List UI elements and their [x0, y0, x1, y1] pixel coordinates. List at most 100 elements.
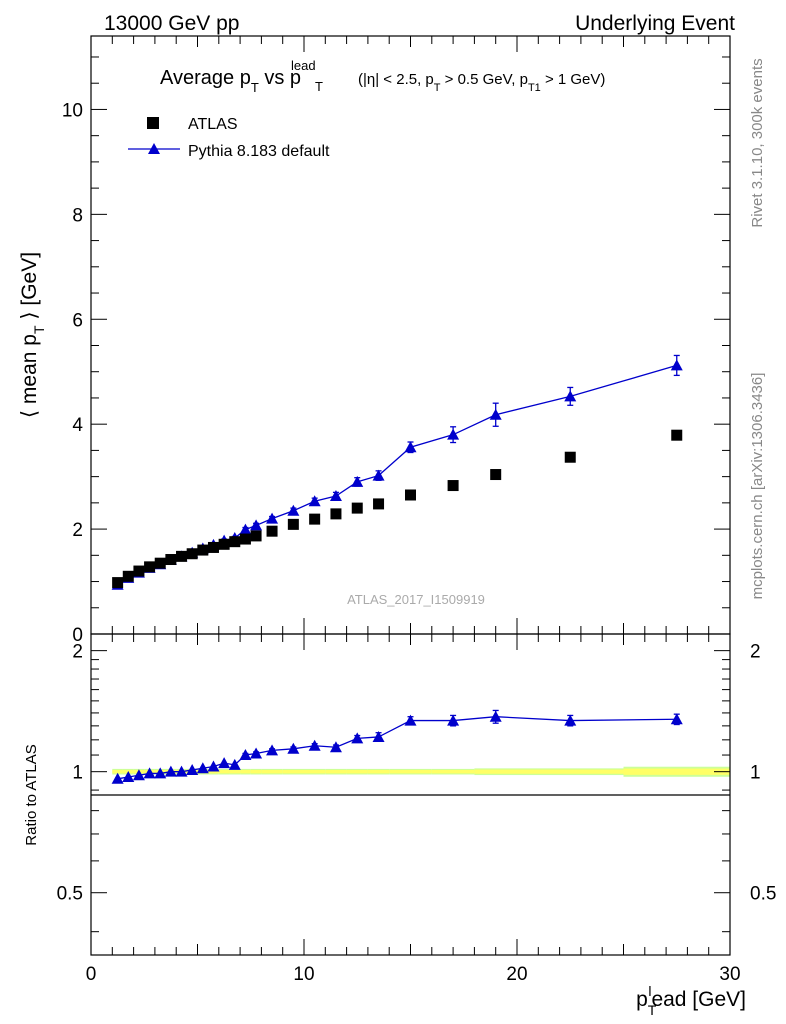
pythia-error-bars: [210, 354, 680, 548]
atlas-point: [266, 525, 278, 537]
ratio-point: [186, 763, 199, 775]
pythia-point: [489, 408, 502, 420]
ratio-point: [670, 713, 683, 725]
atlas-point: [197, 544, 209, 556]
atlas-markers: [112, 429, 683, 589]
ratio-pythia-error-bars: [242, 709, 680, 758]
ratio-point: [329, 741, 342, 753]
atlas-point: [330, 508, 342, 520]
main-frame: [90, 35, 731, 635]
main-axis-ticks: [90, 36, 731, 635]
atlas-point: [447, 480, 459, 492]
band-inner: [431, 769, 475, 774]
band-inner: [346, 769, 368, 774]
ratio-y-tick-labels-left: 0.5 1 2: [57, 642, 83, 905]
band-inner: [218, 769, 230, 774]
atlas-point: [287, 518, 299, 530]
ratio-point: [239, 749, 252, 761]
band-inner: [282, 769, 304, 774]
ratio-point: [111, 772, 124, 784]
legend-atlas-marker: [147, 117, 159, 129]
atlas-point: [176, 550, 188, 562]
atlas-point: [373, 498, 385, 510]
rivet-label: Rivet 3.1.10, 300k events: [749, 58, 766, 227]
ratio-y-tick-labels-right: 0.5 1 2: [750, 642, 776, 905]
band-inner: [325, 769, 347, 774]
ratio-point: [122, 770, 135, 782]
atlas-point: [229, 536, 241, 548]
legend-pythia-label: Pythia 8.183 default: [188, 143, 330, 160]
main-title-cuts: (|η| < 2.5, pT > 0.5 GeV, pT1 > 1 GeV): [358, 71, 605, 94]
legend-atlas-label: ATLAS: [188, 116, 238, 133]
atlas-point: [165, 554, 177, 566]
atlas-point: [671, 429, 683, 441]
pythia-point: [250, 519, 263, 531]
ratio-y-tick-label: 1: [72, 763, 83, 784]
pythia-point: [351, 475, 364, 487]
atlas-point: [207, 541, 219, 553]
ratio-frame: [90, 633, 731, 956]
x-tick-labels: 0 10 20 30: [86, 964, 741, 985]
ratio-y-tick-label-right: 1: [750, 763, 761, 784]
pythia-point: [564, 390, 577, 402]
ratio-point: [207, 760, 220, 772]
atlas-point: [250, 530, 262, 542]
x-tick-label: 10: [293, 964, 314, 985]
band-inner: [517, 769, 624, 774]
pythia-point: [329, 490, 342, 502]
atlas-point: [309, 513, 321, 525]
band-inner: [261, 769, 283, 774]
x-tick-label: 30: [719, 964, 740, 985]
atlas-point: [186, 548, 198, 560]
band-inner: [240, 769, 251, 774]
ratio-pythia-markers: [111, 710, 683, 784]
ratio-point: [143, 767, 156, 779]
main-y-tick-labels: 0 2 4 6 8 10: [62, 100, 84, 646]
ratio-point: [132, 769, 145, 781]
ratio-point: [250, 747, 263, 759]
pythia-point: [447, 428, 460, 440]
atlas-point: [144, 561, 156, 573]
ratio-y-tick-label-right: 2: [750, 642, 761, 663]
ratio-point: [196, 762, 209, 774]
ratio-point: [564, 714, 577, 726]
y-tick-label: 2: [72, 520, 83, 541]
ratio-ylabel: Ratio to ATLAS: [23, 744, 40, 845]
mcplots-label: mcplots.cern.ch [arXiv:1306.3436]: [749, 373, 766, 600]
ratio-point: [404, 714, 417, 726]
band-inner: [367, 769, 390, 774]
band-inner: [112, 769, 123, 774]
band-inner: [389, 769, 432, 774]
ratio-y-tick-label: 2: [72, 642, 83, 663]
band-inner: [623, 768, 730, 775]
y-tick-label: 8: [72, 205, 83, 226]
y-tick-label: 4: [72, 415, 83, 436]
atlas-point: [122, 570, 134, 582]
band-inner: [250, 769, 262, 774]
atlas-point: [112, 577, 124, 589]
pythia-point: [239, 523, 252, 535]
y-tick-label: 6: [72, 310, 83, 331]
pythia-point: [266, 512, 279, 524]
legend-pythia-marker: [148, 143, 160, 154]
y-tick-label: 0: [72, 625, 83, 646]
ratio-point: [308, 739, 321, 751]
header-left: 13000 GeV pp: [104, 12, 239, 35]
ratio-point: [372, 730, 385, 742]
ratio-point: [228, 758, 241, 770]
header-right: Underlying Event: [575, 12, 735, 35]
main-ylabel: ⟨ mean pT ⟩ [GeV]: [18, 252, 47, 418]
ratio-point: [447, 714, 460, 726]
ratio-axis-ticks: [90, 634, 731, 955]
main-panel: 0 2 4 6 8 10 Average pT vs plead T (|η| < 2.5…: [18, 35, 731, 646]
x-tick-label: 0: [86, 964, 97, 985]
main-title: Average pT vs plead: [160, 58, 316, 95]
ratio-point: [266, 744, 279, 756]
atlas-point: [154, 557, 166, 569]
ratio-point: [489, 710, 502, 722]
ratio-point: [287, 742, 300, 754]
atlas-point: [405, 489, 416, 501]
main-title-sub-T: T: [315, 79, 323, 94]
ratio-point: [154, 767, 167, 779]
